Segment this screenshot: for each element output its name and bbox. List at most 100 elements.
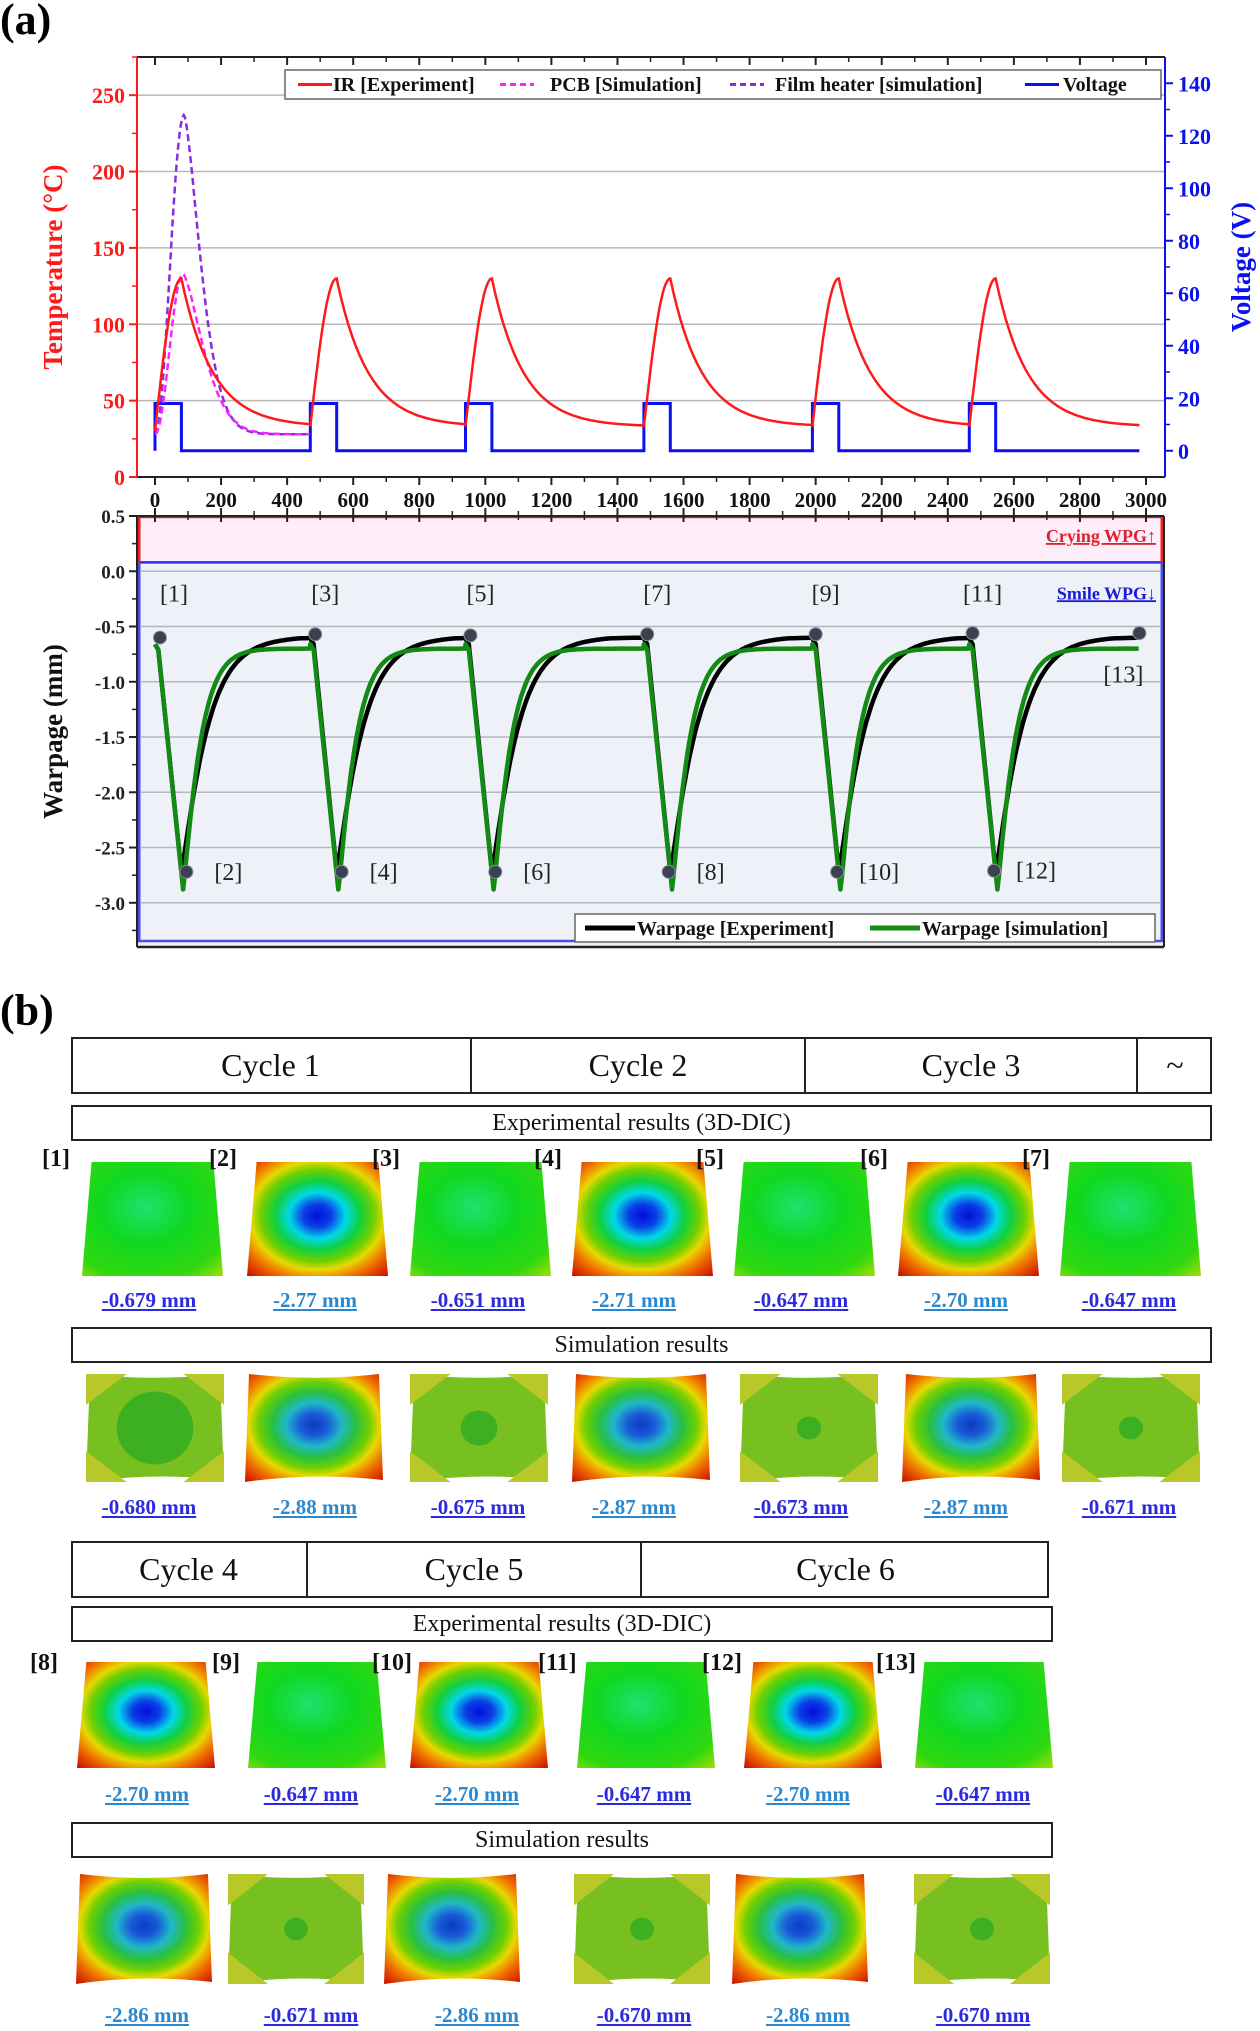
state-marker [808,627,823,642]
warpage-value: -0.670 mm [935,2003,1031,2027]
dic-contour-map [572,1162,713,1276]
dic-contour-map [410,1162,551,1276]
state-marker [334,864,349,879]
warpage-value: -0.647 mm [596,1782,692,1806]
panel-b-label: (b) [0,986,54,1035]
y2-tick-label: 40 [1178,334,1200,359]
dic-contour-map [410,1662,548,1768]
contour-surface [77,1662,215,1768]
corner-contour [507,1451,548,1482]
simulation-contour-map [384,1874,520,1984]
dic-contour-map [915,1662,1053,1768]
temperature-series [153,112,1140,453]
state-label: [4] [370,860,398,886]
legend-label: Warpage [simulation] [922,918,1108,940]
state-label: [9] [812,581,840,607]
simulation-header-1: Simulation results [71,1327,1212,1363]
center-contour [630,1917,654,1941]
corner-contour [1159,1451,1200,1482]
legend-label: Warpage [Experiment] [637,918,834,940]
state-index: [1] [42,1146,70,1172]
state-marker [308,627,323,642]
dic-contour-map [744,1662,882,1768]
state-marker [1132,626,1147,641]
contour-surface [247,1162,388,1276]
warpage-markers: [1] [2] [3] [4] [5] [6] [7] [8] [9] [10] [11] [12] [… [152,581,1147,886]
corner-contour [574,1874,614,1906]
y-tick-label: 50 [103,389,125,414]
y-tick-label: -1.0 [95,673,125,694]
state-marker [488,864,503,879]
state-index: [5] [696,1146,724,1172]
center-contour [284,1917,308,1941]
warpage-value: -0.647 mm [935,1782,1031,1806]
simulation-contour-map [572,1374,710,1482]
y-tick-label: -2.5 [95,839,125,860]
legend-box [284,69,1162,100]
y-axis-title: Warpage (mm) [38,644,68,819]
simulation-contour-map [76,1874,212,1984]
simulation-contour-map [914,1874,1050,1984]
warpage-value: -0.675 mm [430,1495,526,1519]
cycle-cell: Cycle 5 [306,1543,640,1596]
center-contour [796,1416,822,1440]
corner-contour [1159,1374,1200,1405]
state-label: [2] [214,860,242,886]
cycle-header-row-1: Cycle 1 Cycle 2 Cycle 3 ~ [71,1037,1212,1094]
corner-contour [670,1874,710,1906]
corner-contour [410,1374,451,1405]
y-tick-label: 200 [92,160,125,185]
simulation-contour-map [86,1374,224,1482]
corner-contour [86,1451,127,1482]
pcb-line [154,272,310,436]
contour-surface [245,1374,383,1482]
warpage-value: -0.647 mm [1081,1288,1177,1312]
voltage-line [153,402,1140,453]
center-contour [1118,1416,1144,1440]
contour-surface [572,1162,713,1276]
warpage-value: -0.671 mm [1081,1495,1177,1519]
contour-surface [410,1162,551,1276]
state-marker [965,626,980,641]
y2-tick-label: 100 [1178,176,1211,201]
y-tick-label: -3.0 [95,894,125,915]
center-contour [116,1391,194,1465]
corner-contour [837,1374,878,1405]
center-contour [970,1917,994,1941]
warpage-value: -2.70 mm [766,1782,850,1806]
state-index: [3] [372,1146,400,1172]
y-tick-label: -0.5 [95,618,125,639]
smile-wpg-label: Smile WPG↓ [1057,583,1156,603]
crying-region [137,516,1164,563]
experimental-header-1: Experimental results (3D-DIC) [71,1105,1212,1141]
contour-surface [384,1874,520,1984]
warpage-value: -2.86 mm [766,2003,850,2027]
x-tick-label: 0 [150,488,161,512]
state-index: [12] [702,1650,742,1676]
cycle-cell: Cycle 2 [470,1039,804,1092]
state-marker [463,628,478,643]
experimental-header-2: Experimental results (3D-DIC) [71,1606,1053,1642]
dic-contour-map [577,1662,715,1768]
y2-tick-label: 60 [1178,281,1200,306]
corner-contour [914,1952,954,1984]
center-contour [460,1410,498,1446]
ir-line [153,276,1140,432]
corner-contour [507,1374,548,1405]
state-marker [179,864,194,879]
corner-contour [228,1874,268,1906]
state-index: [13] [876,1650,916,1676]
contour-surface [898,1162,1039,1276]
crying-wpg-label: Crying WPG↑ [1046,526,1156,546]
contour-surface [572,1374,710,1482]
y-tick-label: -1.5 [95,728,125,749]
state-index: [6] [860,1146,888,1172]
corner-contour [914,1874,954,1906]
state-index: [7] [1022,1146,1050,1172]
state-index: [10] [372,1650,412,1676]
state-index: [11] [538,1650,577,1676]
state-marker [152,630,167,645]
temperature-legend: IR [Experiment] PCB [Simulation] Film heat… [284,69,1162,100]
contour-surface [82,1162,223,1276]
dic-contour-map [247,1162,388,1276]
